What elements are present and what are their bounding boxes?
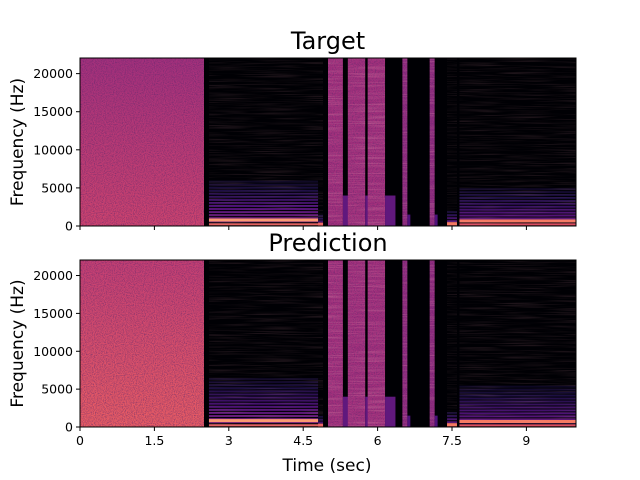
panel-title: Target xyxy=(290,27,365,55)
spectrogram-segment-5-burst xyxy=(367,260,396,427)
spectrogram-segment-6-burst xyxy=(402,260,411,427)
spectrogram-segment-5-burst xyxy=(367,58,396,226)
spectrogram-segment-0-noise xyxy=(80,260,204,427)
plot-frame xyxy=(79,259,577,428)
spectrogram-segment-9-tonal xyxy=(459,58,576,226)
spectrogram-segment-4-burst xyxy=(347,260,376,427)
spectrogram-segment-2-tonal xyxy=(318,58,324,226)
plot-frame xyxy=(79,57,577,227)
y-tick-label: 15000 xyxy=(33,104,73,119)
x-tick-label: 0 xyxy=(76,433,84,448)
y-tick-label: 0 xyxy=(65,420,73,435)
y-tick-label: 20000 xyxy=(33,268,73,283)
target-panel: 0 5000 10000 15000 20000 Target Frequency (Hz) xyxy=(8,27,577,234)
y-tick-label: 5000 xyxy=(41,180,73,195)
spectrogram-segment-4-burst xyxy=(347,58,376,226)
x-tick-label: 9 xyxy=(522,433,530,448)
x-tick-label: 7.5 xyxy=(442,433,462,448)
spectrogram-segment-3-burst xyxy=(328,58,352,226)
spectrogram-segment-8-tonal xyxy=(447,260,457,427)
spectrogram-segment-2-tonal xyxy=(318,260,324,427)
y-axis-label: Frequency (Hz) xyxy=(8,78,28,206)
y-tick-label: 20000 xyxy=(33,66,73,81)
spectrogram-segment-9-tonal xyxy=(459,260,576,427)
x-tick-label: 4.5 xyxy=(293,433,313,448)
spectrogram-segment-3-burst xyxy=(328,260,352,427)
spectrogram-segment-7-burst xyxy=(429,260,438,427)
y-tick-label: 0 xyxy=(65,219,73,234)
x-tick-label: 1.5 xyxy=(144,433,164,448)
spectrogram-segment-1-tonal xyxy=(208,260,319,427)
x-axis-label: Time (sec) xyxy=(282,456,372,476)
panel-title: Prediction xyxy=(268,229,387,257)
y-tick-label: 10000 xyxy=(33,142,73,157)
spectrogram-segment-6-burst xyxy=(402,58,411,226)
prediction-panel: 0 5000 10000 15000 20000 0 1.5 3 4.5 6 7.5 9 Predict… xyxy=(8,229,577,448)
spectrogram-segment-1-tonal xyxy=(208,58,319,226)
x-tick-label: 6 xyxy=(374,433,382,448)
y-tick-label: 15000 xyxy=(33,306,73,321)
spectrogram-segment-8-tonal xyxy=(447,58,457,226)
y-tick-label: 5000 xyxy=(41,382,73,397)
y-axis-label: Frequency (Hz) xyxy=(8,279,28,407)
x-tick-label: 3 xyxy=(225,433,233,448)
spectrogram-segment-7-burst xyxy=(429,58,438,226)
spectrogram-segment-0-noise xyxy=(80,58,204,226)
y-tick-label: 10000 xyxy=(33,344,73,359)
